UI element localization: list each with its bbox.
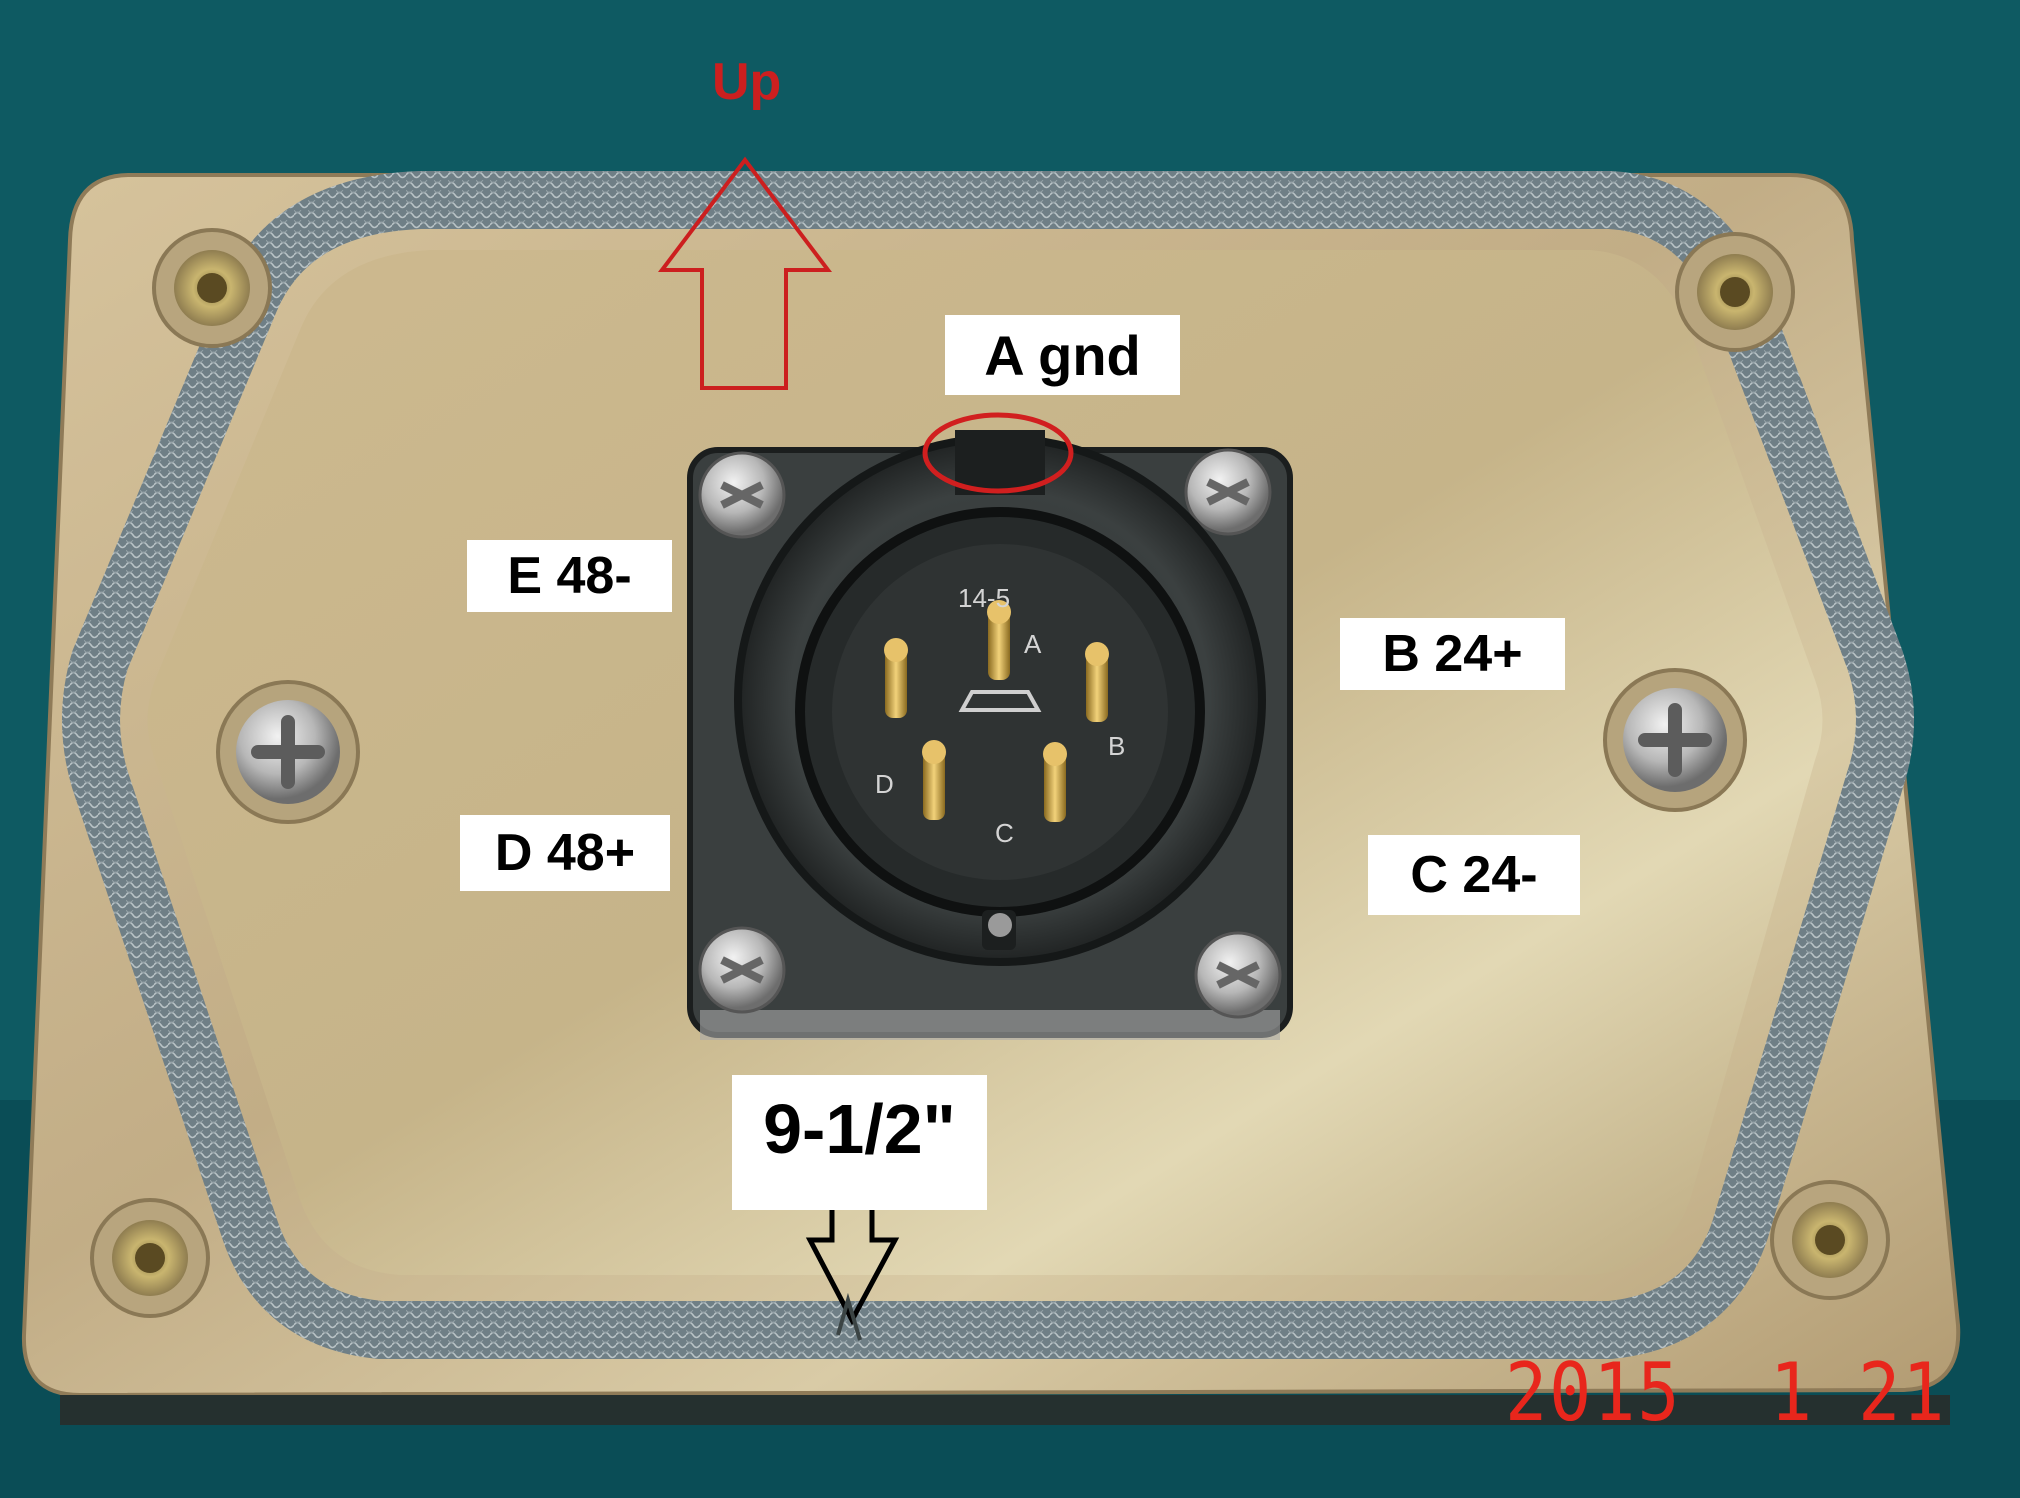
pin-a: [987, 600, 1011, 680]
pin-e-label: E 48-: [467, 540, 672, 612]
pin-b: [1085, 642, 1109, 722]
gasket-seam: [836, 1292, 862, 1341]
keyway-highlight-circle: [922, 412, 1074, 494]
pin-d-label: D 48+: [460, 815, 670, 891]
pin-b-label: B 24+: [1340, 618, 1565, 690]
keyway-notch: [955, 430, 1045, 495]
circular-connector: 14-5 A B C D: [734, 430, 1266, 966]
connector-part-marking: 14-5: [958, 583, 1010, 613]
dimension-label: 9-1/2": [732, 1075, 987, 1210]
flange-screw-top-left: [698, 451, 786, 539]
side-screw-left: [216, 680, 360, 824]
corner-hole-top-left: [152, 228, 272, 348]
pin-d: [922, 740, 946, 820]
flange-screw-top-right: [1184, 448, 1272, 536]
pin-a-label: A gnd: [945, 315, 1180, 395]
up-arrow-icon: [657, 156, 833, 390]
flange-screw-bottom-left: [698, 926, 786, 1014]
pin-marking-b: B: [1108, 731, 1125, 761]
up-label: Up: [712, 53, 782, 111]
pin-e: [884, 638, 908, 718]
pin-marking-d: D: [875, 769, 894, 799]
corner-hole-bottom-left: [90, 1198, 210, 1318]
plate-edge-shadow: [60, 1395, 1950, 1425]
locking-pin: [988, 913, 1012, 937]
corner-hole-bottom-right: [1770, 1180, 1890, 1300]
pin-marking-c: C: [995, 818, 1014, 848]
pin-c-label: C 24-: [1368, 835, 1580, 915]
date-stamp: 2015 1 21: [1505, 1345, 1947, 1440]
pin-c: [1043, 742, 1067, 822]
side-screw-right: [1603, 668, 1747, 812]
flange-screw-bottom-right: [1194, 931, 1282, 1019]
corner-hole-top-right: [1675, 232, 1795, 352]
pin-marking-a: A: [1024, 629, 1042, 659]
